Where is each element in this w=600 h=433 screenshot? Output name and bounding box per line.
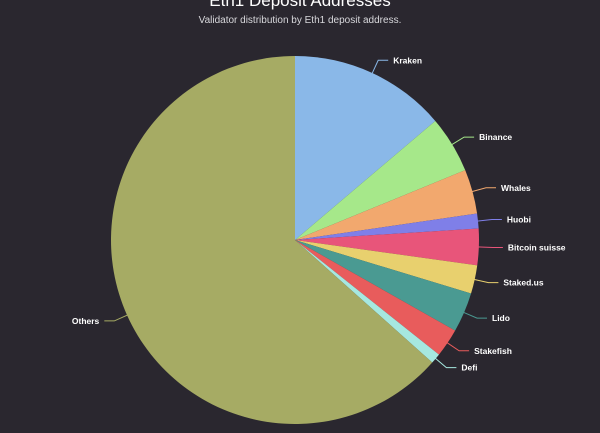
leader-line-others xyxy=(104,313,130,322)
pie-slice-lido[interactable] xyxy=(295,240,472,331)
slice-labels: Kraken Binance Whales Huobi Bitcoin suisse St… xyxy=(72,55,566,372)
slice-label-kraken: Kraken xyxy=(393,55,422,65)
pie-slice-stakefish[interactable] xyxy=(295,240,456,355)
leader-line-staked-us xyxy=(472,278,499,284)
pie-slices xyxy=(111,56,480,424)
slice-label-stakefish: Stakefish xyxy=(474,346,512,356)
label-leader-lines xyxy=(104,59,503,369)
slice-label-defi: Defi xyxy=(461,363,477,373)
leader-line-lido xyxy=(462,311,487,319)
leader-line-kraken xyxy=(371,59,389,76)
slice-label-bitcoin-suisse: Bitcoin suisse xyxy=(508,243,566,253)
pie-slice-staked-us[interactable] xyxy=(295,240,478,294)
pie-slice-others[interactable] xyxy=(111,56,433,424)
pie-slice-kraken[interactable] xyxy=(295,56,436,240)
leader-line-whales xyxy=(470,187,496,193)
slice-label-whales: Whales xyxy=(501,183,531,193)
leader-line-bitcoin-suisse xyxy=(476,246,503,248)
pie-slice-defi[interactable] xyxy=(295,240,439,363)
leader-line-binance xyxy=(450,136,475,146)
slice-label-binance: Binance xyxy=(479,132,512,142)
chart-subtitle: Validator distribution by Eth1 deposit a… xyxy=(198,15,402,26)
chart-title: Eth1 Deposit Addresses xyxy=(209,0,391,10)
pie-slice-binance[interactable] xyxy=(295,120,466,240)
leader-line-stakefish xyxy=(445,341,470,352)
slice-label-staked-us: Staked.us xyxy=(503,278,543,288)
slice-label-others: Others xyxy=(72,316,100,326)
slice-label-lido: Lido xyxy=(492,313,510,323)
leader-line-defi xyxy=(433,356,457,369)
pie-slice-huobi[interactable] xyxy=(295,213,479,241)
leader-line-huobi xyxy=(475,219,502,222)
pie-slice-bitcoin-suisse[interactable] xyxy=(295,228,480,266)
pie-slice-whales[interactable] xyxy=(295,170,478,240)
slice-label-huobi: Huobi xyxy=(507,215,531,225)
